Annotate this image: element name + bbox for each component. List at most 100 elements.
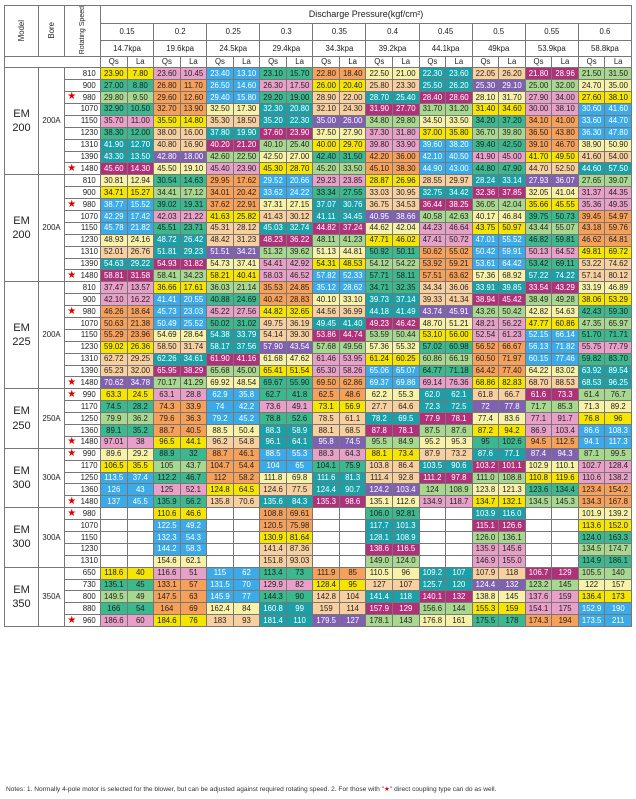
qs-value: 44.82 [259, 305, 287, 318]
la-value: 22.00 [338, 91, 367, 104]
table-row: 1390 65.23 32.00 65.95 38.29 65.68 45.00 65.41 5… [5, 364, 632, 378]
star-icon: ★ [64, 269, 79, 283]
la-value: 140 [604, 566, 632, 580]
star-icon [64, 364, 79, 378]
qs-value: 42.29 [100, 209, 128, 223]
la-value: 8.80 [126, 79, 155, 93]
la-value: 11.70 [179, 79, 208, 93]
qs-value: 32.50 [206, 102, 234, 116]
qs-value: 52.01 [100, 245, 128, 259]
discharge-pressure-header: Discharge Pressure(kgf/cm²) [100, 4, 632, 25]
rpm-cell: 1070 [78, 316, 101, 330]
la-value: 23.90 [285, 126, 314, 140]
qs-value: 69.37 [365, 376, 394, 390]
qs-value: 32.75 [418, 186, 447, 200]
qs-value: 36.66 [153, 281, 181, 295]
pressure-kgf: 0.2 [153, 23, 208, 41]
la-value: 41.29 [179, 376, 208, 390]
qs-value: 88.3 [259, 423, 287, 437]
qs-value: 23.40 [206, 67, 234, 81]
model-cell: EM 300 [4, 507, 39, 568]
la-value: 112.5 [551, 435, 579, 449]
qs-value: 38.94 [471, 293, 500, 307]
qs-value: 43.26 [471, 305, 500, 318]
qs-value: 30.81 [100, 174, 128, 188]
qs-value: 181.4 [259, 614, 287, 628]
star-icon: ★ [64, 435, 79, 449]
star-icon [64, 138, 79, 152]
qs-value: 56.13 [524, 340, 553, 354]
qs-value: 30.00 [524, 102, 553, 116]
qs-value: 50.42 [471, 245, 500, 259]
la-value: 66.67 [498, 340, 526, 354]
la-value: 31.50 [604, 67, 632, 81]
la-value: 25.82 [232, 209, 261, 223]
la-value: 69.11 [551, 257, 579, 271]
la-value: 85.3 [551, 400, 579, 414]
qs-value: 110.5 [365, 566, 394, 580]
la-value: 94.2 [498, 423, 526, 437]
la-value: 13.50 [126, 150, 155, 164]
qs-value: 33.62 [259, 186, 287, 200]
bore-cell: 250A [38, 388, 65, 449]
qs-value: 123.6 [524, 483, 553, 497]
table-row: EM 300 300A ★ 990 89.6 29.2 88.9 32 88.7 46.1 88.5 5… [4, 447, 632, 509]
qs-value: 65.95 [153, 364, 181, 378]
rpm-cell: 1250 [78, 412, 101, 425]
la-value: 46.42 [392, 316, 420, 330]
qs-value: 38.00 [153, 126, 181, 140]
la-value: 64.81 [604, 233, 632, 247]
la-value: 55.52 [498, 233, 526, 247]
qs-value: 45.22 [206, 305, 234, 318]
qs-value: 48.21 [471, 316, 500, 330]
qs-value: 123.4 [577, 483, 606, 497]
qs-value [100, 519, 128, 532]
table-row: 1230 48.93 24.16 48.72 26.42 48.42 31.23 48.23 3… [5, 233, 632, 247]
qs-value: 54.38 [206, 328, 234, 342]
pressure-kpa: 39.2kpa [365, 39, 420, 58]
pressure-kgf: 0.6 [577, 23, 633, 41]
la-value: 27.15 [285, 198, 314, 211]
rpm-cell: 1230 [78, 233, 101, 247]
qs-value: 59.02 [100, 340, 128, 354]
la-value: 129 [392, 602, 420, 616]
la-value: 110 [285, 614, 314, 628]
qs-value: 58.21 [206, 269, 234, 283]
la-value: 23.30 [392, 79, 420, 93]
la-value [232, 554, 261, 568]
qs-value: 113.5 [100, 471, 128, 485]
qs-value: 45.73 [153, 305, 181, 318]
qs-value: 61.24 [365, 352, 394, 366]
qs-value: 47.01 [471, 233, 500, 247]
qs-value: 44.70 [524, 162, 553, 176]
la-value: 34.21 [232, 245, 261, 259]
qs-value: 48.72 [153, 233, 181, 247]
qs-value: 26.50 [206, 79, 234, 93]
qs-value: 162.4 [206, 602, 234, 616]
la-value: 37.56 [232, 340, 261, 354]
qs-value [312, 519, 340, 532]
qs-value: 106.5 [100, 459, 128, 473]
la-value: 84.9 [392, 435, 420, 449]
la-value: 99 [285, 602, 314, 616]
qs-value: 35.50 [153, 114, 181, 128]
la-value [338, 507, 367, 521]
la-value: 126.6 [498, 519, 526, 532]
la-value: 118 [392, 590, 420, 604]
qs-value: 42.50 [259, 150, 287, 164]
qs-value: 39.73 [365, 293, 394, 307]
la-value: 15.52 [126, 198, 155, 211]
qs-value: 25.00 [524, 79, 553, 93]
rpm-cell: 650 [78, 566, 101, 580]
la-value: 34.61 [179, 352, 208, 366]
qs-value: 29.40 [206, 91, 234, 104]
model-cell: EM 200 [4, 174, 39, 283]
la-value: 69.61 [285, 507, 314, 521]
qs-value: 26.30 [259, 79, 287, 93]
bore-cell: 200A [38, 67, 65, 176]
qs-value: 68.86 [471, 376, 500, 390]
qs-value: 122 [577, 578, 606, 592]
la-value: 96 [392, 566, 420, 580]
la-value: 64.52 [551, 245, 579, 259]
qs-value: 37.80 [206, 126, 234, 140]
